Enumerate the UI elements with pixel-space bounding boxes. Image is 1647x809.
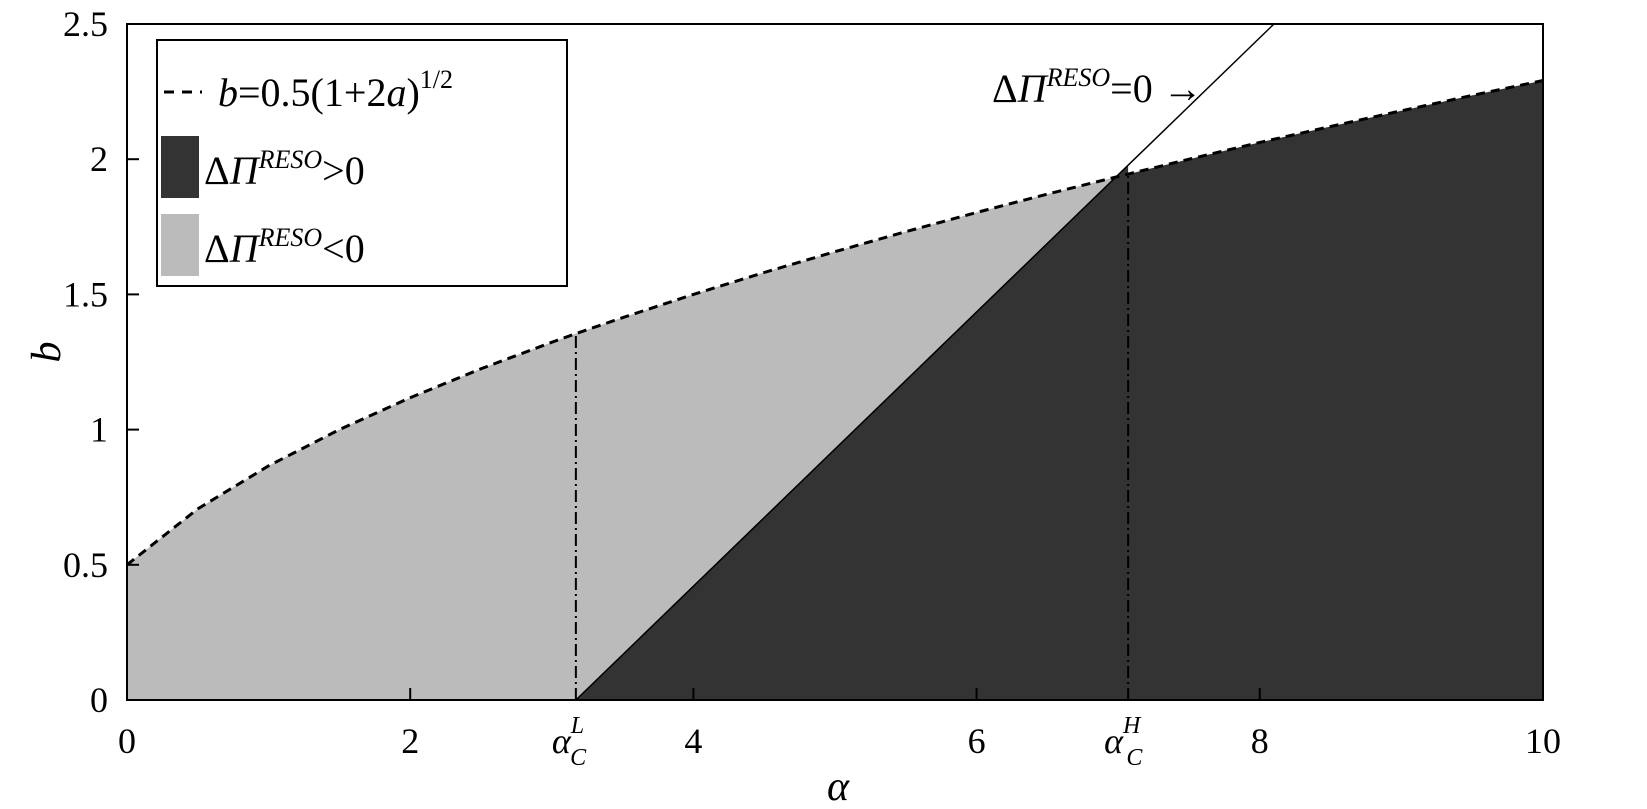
region-negative xyxy=(127,173,1129,700)
legend-positive-swatch xyxy=(161,136,199,198)
special-x-tick-1: αH C xyxy=(1104,713,1143,771)
legend-positive-label: ΔΠRESO>0 xyxy=(204,145,365,193)
boundary-curve xyxy=(126,79,1544,566)
y-tick-label-4: 2 xyxy=(90,139,108,179)
annotation-sup: RESO xyxy=(1046,63,1111,92)
x-axis-label: α xyxy=(827,764,850,809)
axes xyxy=(126,23,1544,701)
y-axis-label: b xyxy=(24,342,70,363)
x-tick-label-0: 0 xyxy=(118,721,136,761)
tick-labels: 0 2 4 6 8 10 0 0.5 1 1.5 2 2.5 αL C αH C xyxy=(63,4,1561,771)
y-tick-label-0: 0 xyxy=(90,680,108,720)
special-x-tick-0: αL C xyxy=(552,713,587,771)
x-tick-label-3: 6 xyxy=(968,721,986,761)
legend-box xyxy=(156,39,568,287)
legend: b=0.5(1+2a)1/2 ΔΠRESO>0 ΔΠRESO<0 xyxy=(156,39,568,287)
x-tick-label-1: 2 xyxy=(401,721,419,761)
regions xyxy=(127,80,1543,700)
y-tick-label-5: 2.5 xyxy=(63,4,108,44)
svg-text:ΔΠRESO=0→: ΔΠRESO=0 → xyxy=(992,63,1203,111)
legend-curve-label: b=0.5(1+2a)1/2 xyxy=(218,65,453,115)
y-tick-label-3: 1.5 xyxy=(63,274,108,314)
x-tick-label-4: 8 xyxy=(1251,721,1269,761)
x-tick-label-2: 4 xyxy=(684,721,702,761)
zero-line xyxy=(575,23,1275,701)
annotation-pi: Π xyxy=(1017,66,1049,111)
y-tick-label-2: 1 xyxy=(90,410,108,450)
legend-negative-swatch xyxy=(161,214,199,276)
y-tick-label-1: 0.5 xyxy=(63,545,108,585)
annotation-delta: Δ xyxy=(992,66,1018,111)
legend-negative-label: ΔΠRESO<0 xyxy=(204,223,365,271)
region-positive xyxy=(575,80,1543,700)
chart-lines xyxy=(126,23,1544,701)
plot-frame xyxy=(126,23,1544,701)
x-tick-label-5: 10 xyxy=(1525,721,1561,761)
annotation-rest: =0 xyxy=(1110,66,1153,111)
annotation-arrow: → xyxy=(1163,66,1203,111)
zero-line-annotation: ΔΠRESO=0 → xyxy=(992,63,1203,111)
